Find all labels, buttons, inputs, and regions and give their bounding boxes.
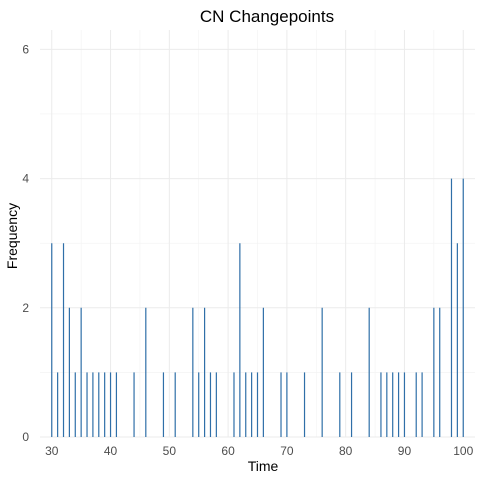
chart-title: CN Changepoints <box>200 7 334 26</box>
x-tick-label: 60 <box>221 444 235 458</box>
y-tick-labels: 0 2 4 6 <box>22 42 29 444</box>
x-tick-labels: 30 40 50 60 70 80 90 100 <box>45 444 473 458</box>
x-tick-label: 50 <box>163 444 177 458</box>
x-tick-label: 30 <box>45 444 59 458</box>
x-tick-label: 40 <box>104 444 118 458</box>
y-tick-label: 0 <box>22 430 29 444</box>
y-tick-label: 6 <box>22 42 29 56</box>
x-axis-label: Time <box>248 458 279 474</box>
x-tick-label: 100 <box>453 444 473 458</box>
y-tick-label: 4 <box>22 172 29 186</box>
y-tick-label: 2 <box>22 301 29 315</box>
y-axis-label: Frequency <box>4 203 20 269</box>
x-tick-label: 70 <box>280 444 294 458</box>
x-tick-label: 90 <box>398 444 412 458</box>
bars-group <box>51 178 464 437</box>
x-tick-label: 80 <box>339 444 353 458</box>
